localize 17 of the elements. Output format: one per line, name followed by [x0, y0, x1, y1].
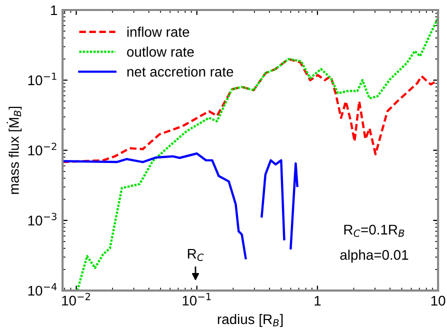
y-axis-title: mass flux [Ṁ$_{B}$] [6, 106, 22, 194]
annotation: R$_{C}$=0.1R$_{B}$ [344, 224, 404, 237]
y-tick-label: 10$^{−2}$ [28, 142, 56, 156]
legend-label: outlow rate [127, 46, 194, 57]
y-tick-label: 10$^{−1}$ [28, 72, 56, 86]
x-axis-title: radius [R$_{B}$] [218, 314, 283, 327]
y-tick-label: 1 [51, 5, 58, 16]
x-tick-label: 1 [314, 296, 321, 306]
x-tick-label: 10 [431, 296, 446, 306]
legend-label: net accretion rate [127, 66, 234, 77]
y-tick-label: 10$^{−3}$ [28, 212, 56, 226]
legend-label: inflow rate [127, 26, 190, 37]
annotation: alpha=0.01 [340, 250, 408, 263]
x-tick-label: 10$^{−2}$ [62, 292, 90, 306]
annotation: R$_{C}$ [188, 248, 204, 261]
x-tick-label: 10$^{−1}$ [182, 293, 211, 306]
y-tick-label: 10$^{−4}$ [28, 283, 57, 296]
